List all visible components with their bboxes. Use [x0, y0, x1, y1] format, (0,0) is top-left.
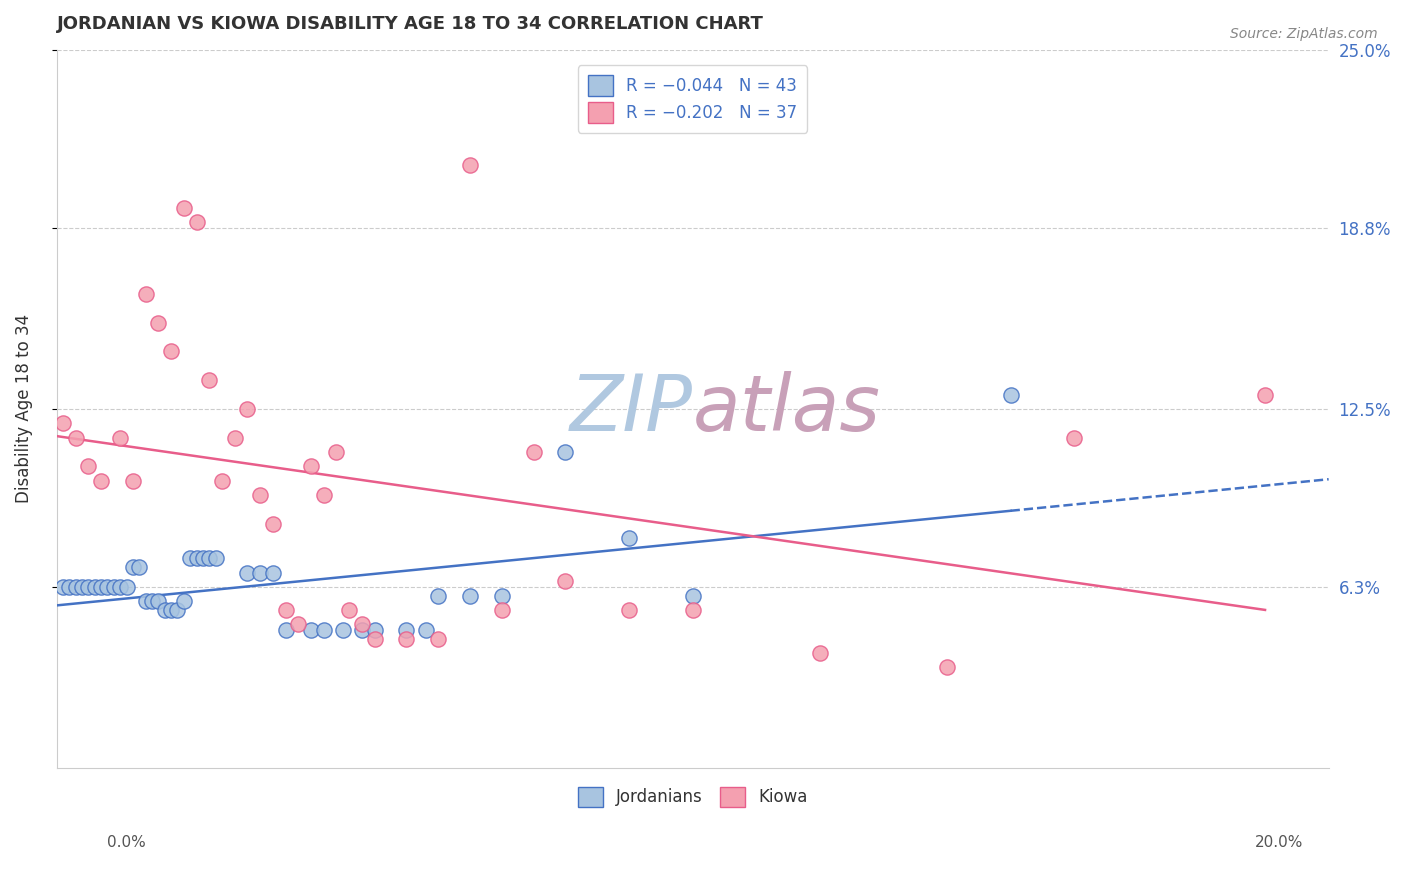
Point	[211, 474, 233, 488]
Point	[299, 623, 322, 637]
Point	[936, 660, 959, 674]
Point	[312, 623, 335, 637]
Point	[224, 431, 246, 445]
Point	[262, 516, 284, 531]
Point	[523, 445, 546, 459]
Point	[122, 560, 145, 574]
Text: JORDANIAN VS KIOWA DISABILITY AGE 18 TO 34 CORRELATION CHART: JORDANIAN VS KIOWA DISABILITY AGE 18 TO …	[56, 15, 763, 33]
Point	[65, 431, 87, 445]
Text: 20.0%: 20.0%	[1256, 836, 1303, 850]
Point	[682, 589, 704, 603]
Point	[135, 594, 157, 608]
Point	[554, 445, 576, 459]
Point	[1000, 387, 1022, 401]
Point	[363, 623, 385, 637]
Point	[682, 603, 704, 617]
Point	[198, 551, 221, 566]
Point	[350, 617, 373, 632]
Point	[491, 589, 513, 603]
Point	[236, 401, 259, 416]
Point	[110, 431, 132, 445]
Point	[415, 623, 437, 637]
Point	[554, 574, 576, 589]
Point	[491, 603, 513, 617]
Point	[262, 566, 284, 580]
Point	[160, 603, 183, 617]
Point	[274, 603, 297, 617]
Point	[249, 488, 271, 502]
Point	[395, 623, 418, 637]
Point	[122, 474, 145, 488]
Point	[395, 632, 418, 646]
Text: atlas: atlas	[693, 371, 880, 447]
Point	[249, 566, 271, 580]
Point	[83, 580, 105, 594]
Point	[274, 623, 297, 637]
Point	[204, 551, 226, 566]
Point	[128, 560, 150, 574]
Point	[173, 594, 195, 608]
Point	[110, 580, 132, 594]
Point	[52, 580, 75, 594]
Point	[427, 589, 450, 603]
Point	[153, 603, 176, 617]
Point	[186, 215, 208, 229]
Point	[1063, 431, 1085, 445]
Point	[236, 566, 259, 580]
Point	[141, 594, 163, 608]
Text: 0.0%: 0.0%	[107, 836, 146, 850]
Legend: Jordanians, Kiowa: Jordanians, Kiowa	[568, 777, 817, 817]
Point	[77, 459, 100, 474]
Point	[148, 316, 170, 330]
Point	[458, 158, 481, 172]
Point	[312, 488, 335, 502]
Point	[173, 201, 195, 215]
Point	[350, 623, 373, 637]
Point	[166, 603, 188, 617]
Point	[299, 459, 322, 474]
Point	[90, 580, 112, 594]
Point	[70, 580, 93, 594]
Text: ZIP: ZIP	[569, 371, 693, 447]
Point	[52, 416, 75, 430]
Point	[332, 623, 354, 637]
Point	[198, 373, 221, 387]
Point	[427, 632, 450, 646]
Point	[148, 594, 170, 608]
Point	[617, 531, 640, 545]
Point	[337, 603, 360, 617]
Point	[179, 551, 201, 566]
Point	[617, 603, 640, 617]
Point	[458, 589, 481, 603]
Point	[65, 580, 87, 594]
Point	[287, 617, 309, 632]
Point	[808, 646, 831, 660]
Point	[160, 344, 183, 359]
Point	[135, 287, 157, 301]
Point	[363, 632, 385, 646]
Point	[1254, 387, 1277, 401]
Point	[325, 445, 347, 459]
Text: Source: ZipAtlas.com: Source: ZipAtlas.com	[1230, 27, 1378, 41]
Y-axis label: Disability Age 18 to 34: Disability Age 18 to 34	[15, 314, 32, 503]
Point	[96, 580, 118, 594]
Point	[90, 474, 112, 488]
Point	[186, 551, 208, 566]
Point	[58, 580, 80, 594]
Point	[191, 551, 214, 566]
Point	[77, 580, 100, 594]
Point	[115, 580, 138, 594]
Point	[103, 580, 125, 594]
